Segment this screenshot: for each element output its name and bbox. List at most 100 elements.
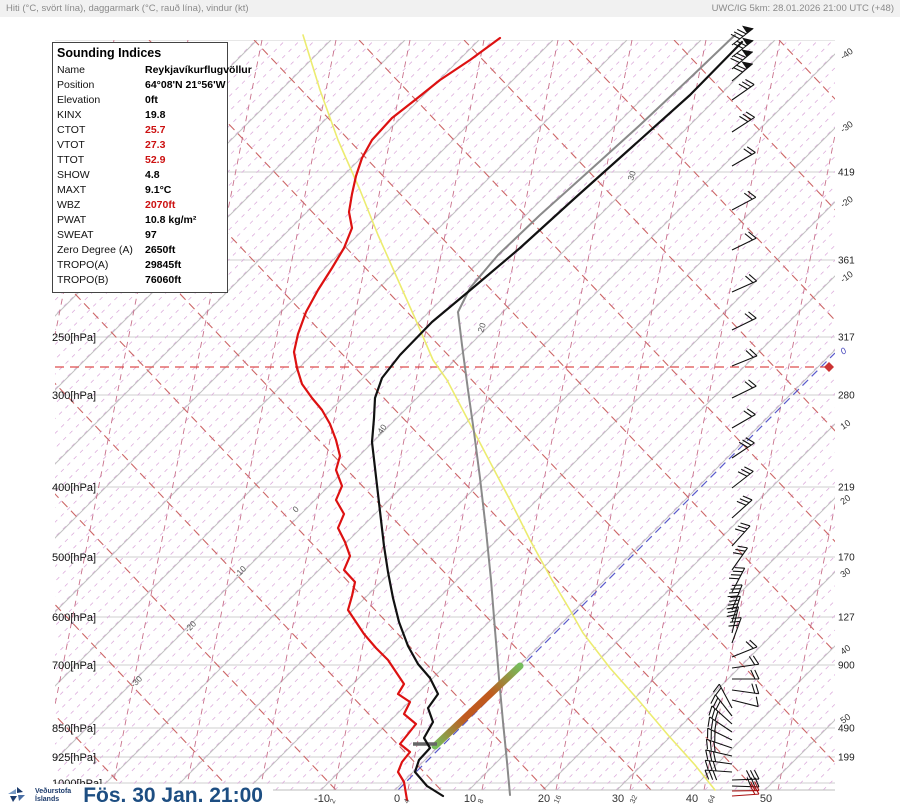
wind-barb (731, 111, 755, 133)
valid-time-label: Fös. 30 Jan. 21:00 (75, 784, 273, 808)
height-label: 490 (838, 724, 855, 735)
pressure-axis-label: 600[hPa] (52, 612, 96, 624)
wind-barb (730, 25, 754, 46)
index-value: 52.9 (145, 154, 166, 166)
wind-barb (731, 79, 755, 101)
index-label: VTOT (57, 139, 85, 151)
adiabat-label: -10 (232, 563, 248, 579)
isotherm-right-label: 0 (838, 346, 848, 357)
index-value: 64°08'N 21°56'W (145, 79, 226, 91)
index-row: PWAT 10.8 kg/m² (57, 213, 223, 228)
wind-barb (726, 606, 740, 634)
pressure-axis-label: 250[hPa] (52, 332, 96, 344)
index-label: MAXT (57, 184, 87, 196)
wind-barb (704, 769, 733, 781)
index-label: TROPO(A) (57, 259, 109, 271)
temp-axis-label: -10 (314, 793, 330, 805)
index-value: 76060ft (145, 274, 182, 286)
logo-org-line1: Veðurstofa (35, 788, 72, 795)
index-row: SWEAT 97 (57, 228, 223, 243)
temperature-curve (370, 40, 744, 798)
model-run-text: UWC/IG 5km: 28.01.2026 21:00 UTC (+48) (711, 3, 894, 14)
mixing-ratio-label: 2 (328, 797, 338, 805)
parcel-gray-curve (457, 34, 736, 796)
adiabat-label: 20 (475, 321, 488, 333)
index-value: 97 (145, 229, 157, 241)
index-label: Name (57, 64, 86, 76)
wind-barb (707, 727, 733, 742)
wind-barb (705, 738, 733, 752)
index-label: PWAT (57, 214, 87, 226)
index-row: Elevation 0ft (57, 93, 223, 108)
index-row: KINX 19.8 (57, 108, 223, 123)
mixing-ratio-label: 16 (552, 793, 564, 804)
index-label: SHOW (57, 169, 90, 181)
temp-axis-label: 50 (760, 793, 772, 805)
wind-barb (731, 311, 757, 331)
height-label: 127 (838, 613, 855, 624)
index-row: Position 64°08'N 21°56'W (57, 78, 226, 93)
adiabat-label: 30 (625, 169, 638, 181)
temp-axis-label: 40 (686, 793, 698, 805)
index-value: 4.8 (145, 169, 160, 181)
index-row: WBZ 2070ft (57, 198, 223, 213)
pressure-axis-label: 300[hPa] (52, 390, 96, 402)
adiabat-label: -40 (373, 422, 388, 438)
legend-text: Hiti (°C, svört lína), daggarmark (°C, r… (6, 3, 249, 14)
dewpoint-curve (292, 36, 502, 802)
index-row: TTOT 52.9 (57, 153, 223, 168)
pressure-axis-label: 400[hPa] (52, 482, 96, 494)
pressure-axis-label: 500[hPa] (52, 552, 96, 564)
wind-barb (731, 37, 754, 58)
mixing-ratio-label: 4 (402, 797, 412, 805)
temp-axis-label: 0 (394, 793, 400, 805)
wind-barb (731, 522, 751, 547)
wind-barb (730, 49, 754, 70)
wind-barb (731, 348, 758, 367)
wind-barb (727, 584, 743, 611)
aux-yellow-curve (302, 34, 716, 791)
indices-rows: Name Reykjavíkurflugvöllur Position 64°08'N… (57, 63, 252, 288)
top-bar: Hiti (°C, svört lína), daggarmark (°C, r… (0, 0, 900, 17)
wind-barb (731, 408, 756, 429)
wind-barb (704, 759, 733, 772)
wind-barb (731, 466, 754, 489)
isotherm-right-label: 40 (838, 643, 852, 657)
wind-barb (726, 595, 741, 623)
index-label: Zero Degree (A) (57, 244, 133, 256)
height-label: 419 (838, 168, 855, 179)
logo-org-line2: Íslands (35, 796, 60, 803)
height-label: 280 (838, 391, 855, 402)
zero-isotherm-line (397, 352, 835, 790)
cape-segment (431, 662, 524, 750)
wind-barb (707, 716, 733, 733)
wind-barb (712, 683, 733, 709)
wind-barb (731, 61, 754, 82)
wind-barb (729, 567, 746, 593)
index-row: VTOT 27.3 (57, 138, 223, 153)
isotherm-right-label: -20 (838, 194, 854, 210)
index-label: CTOT (57, 124, 86, 136)
height-label: 317 (838, 333, 855, 344)
wind-barb (731, 146, 756, 167)
index-row: MAXT 9.1°C (57, 183, 223, 198)
isotherm-right-label: -40 (838, 46, 854, 62)
adiabat-label: 0 (290, 504, 301, 515)
index-label: TROPO(B) (57, 274, 109, 286)
wind-barb (710, 694, 733, 717)
height-label: 900 (838, 661, 855, 672)
wind-barb (731, 190, 757, 211)
index-label: Position (57, 79, 95, 91)
wind-barb (731, 545, 748, 571)
pressure-axis-label: 700[hPa] (52, 660, 96, 672)
index-value: 2650ft (145, 244, 176, 256)
isotherm-right-label: 10 (838, 418, 852, 432)
index-label: KINX (57, 109, 82, 121)
index-value: 19.8 (145, 109, 166, 121)
index-row: CTOT 25.7 (57, 123, 223, 138)
wind-barb (731, 274, 758, 293)
wind-barb-column (704, 25, 760, 797)
tropopause-marker (824, 362, 834, 372)
index-value: 29845ft (145, 259, 182, 271)
